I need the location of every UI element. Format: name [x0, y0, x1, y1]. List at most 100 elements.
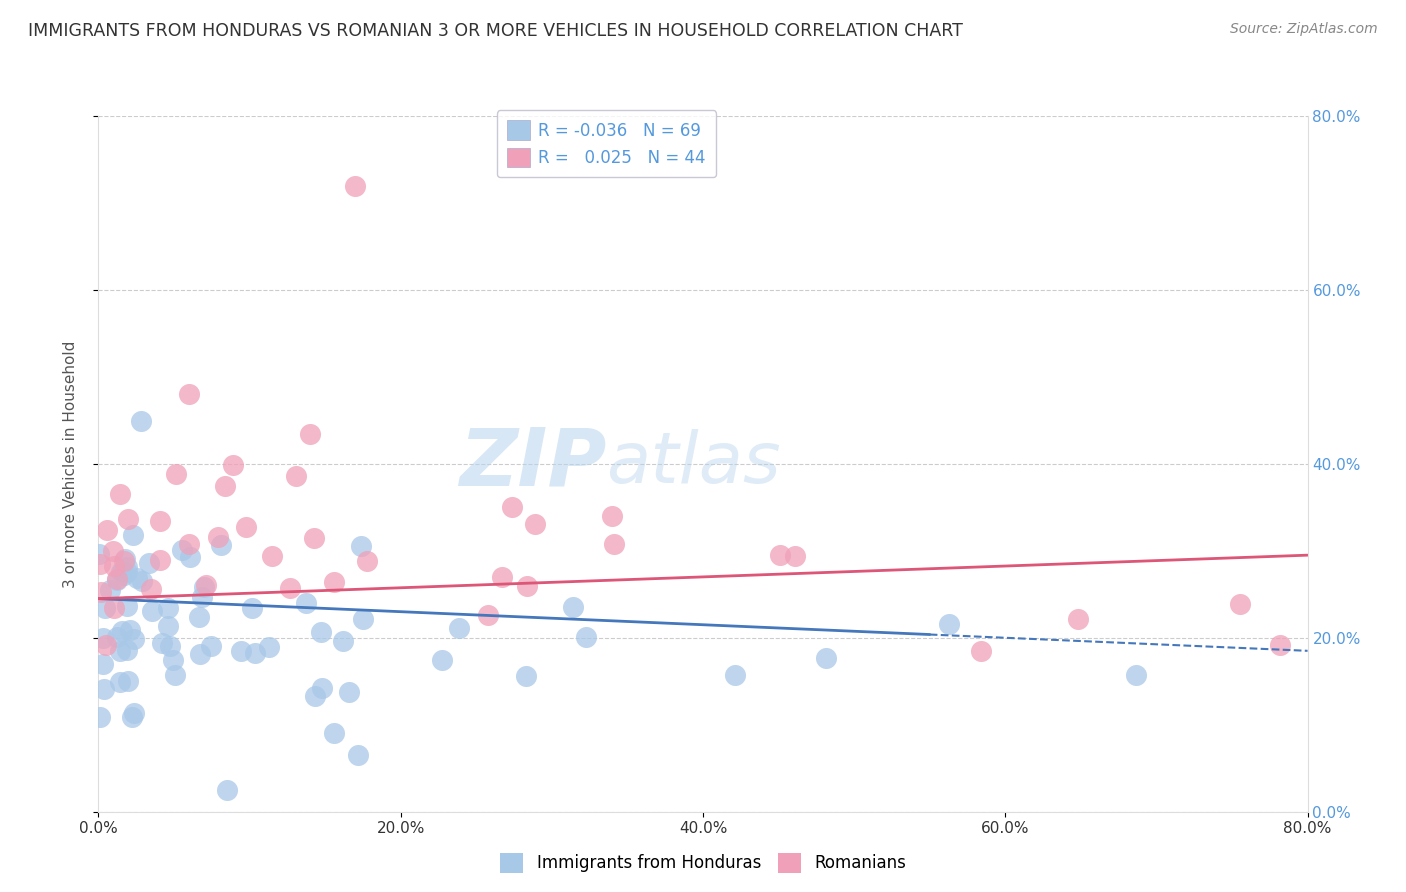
Point [89, 558, 111, 572]
Point [87, 547, 110, 561]
Point [235, 519, 257, 533]
Point [193, 580, 215, 594]
Point [120, 623, 142, 637]
Legend: Immigrants from Honduras, Romanians: Immigrants from Honduras, Romanians [494, 847, 912, 880]
Point [103, 559, 125, 574]
Point [815, 651, 838, 665]
Point [165, 467, 187, 482]
Point [299, 427, 322, 442]
Point [477, 607, 499, 622]
Point [105, 573, 128, 587]
Point [122, 528, 145, 542]
Point [156, 601, 179, 615]
Point [346, 747, 368, 762]
Point [322, 726, 344, 740]
Point [515, 668, 537, 682]
Point [1067, 612, 1090, 626]
Point [150, 635, 173, 649]
Point [101, 543, 124, 558]
Point [141, 604, 163, 618]
Point [179, 387, 201, 401]
Point [121, 710, 143, 724]
Point [90, 584, 112, 599]
Point [938, 617, 960, 632]
Point [162, 653, 184, 667]
Point [200, 639, 222, 653]
Text: Source: ZipAtlas.com: Source: ZipAtlas.com [1230, 22, 1378, 37]
Point [207, 529, 229, 543]
Text: IMMIGRANTS FROM HONDURAS VS ROMANIAN 3 OR MORE VEHICLES IN HOUSEHOLD CORRELATION: IMMIGRANTS FROM HONDURAS VS ROMANIAN 3 O… [28, 22, 963, 40]
Point [108, 487, 131, 501]
Point [138, 556, 160, 570]
Point [156, 619, 179, 633]
Point [129, 414, 152, 428]
Point [139, 582, 162, 596]
Text: atlas: atlas [606, 429, 780, 499]
Point [309, 624, 332, 639]
Point [122, 706, 145, 720]
Point [115, 643, 138, 657]
Point [209, 538, 232, 552]
Point [311, 681, 333, 695]
Point [337, 685, 360, 699]
Point [111, 564, 134, 578]
Point [117, 512, 139, 526]
Point [350, 539, 373, 553]
Point [93, 681, 115, 696]
Point [231, 644, 253, 658]
Point [94, 600, 117, 615]
Point [114, 552, 136, 566]
Point [561, 600, 583, 615]
Point [91, 657, 114, 671]
Point [1125, 668, 1147, 682]
Point [352, 611, 374, 625]
Point [98, 583, 121, 598]
Point [603, 537, 626, 551]
Point [108, 644, 131, 658]
Point [163, 668, 186, 682]
Point [96, 523, 118, 537]
Point [284, 468, 307, 483]
Point [304, 689, 326, 703]
Point [91, 632, 114, 646]
Point [215, 783, 238, 797]
Point [103, 600, 125, 615]
Point [94, 638, 117, 652]
Point [430, 653, 453, 667]
Point [245, 646, 267, 660]
Point [600, 508, 623, 523]
Point [110, 565, 132, 579]
Point [115, 565, 138, 579]
Point [1270, 638, 1292, 652]
Point [108, 675, 131, 690]
Point [970, 644, 993, 658]
Point [262, 549, 284, 563]
Point [491, 570, 513, 584]
Point [240, 601, 263, 615]
Point [304, 531, 326, 545]
Legend: R = -0.036   N = 69, R =   0.025   N = 44: R = -0.036 N = 69, R = 0.025 N = 44 [496, 111, 716, 178]
Point [105, 572, 128, 586]
Point [190, 647, 212, 661]
Point [131, 574, 153, 589]
Point [195, 578, 218, 592]
Point [105, 630, 128, 644]
Point [149, 553, 172, 567]
Point [114, 554, 136, 568]
Y-axis label: 3 or more Vehicles in Household: 3 or more Vehicles in Household [63, 340, 77, 588]
Point [344, 178, 367, 193]
Point [257, 640, 280, 655]
Point [117, 673, 139, 688]
Point [179, 550, 201, 565]
Point [159, 639, 181, 653]
Point [524, 517, 547, 532]
Point [449, 621, 471, 635]
Point [724, 668, 747, 682]
Point [149, 514, 172, 528]
Point [111, 624, 134, 638]
Point [575, 630, 598, 644]
Point [356, 554, 378, 568]
Point [112, 568, 135, 582]
Point [332, 634, 354, 648]
Point [768, 548, 790, 562]
